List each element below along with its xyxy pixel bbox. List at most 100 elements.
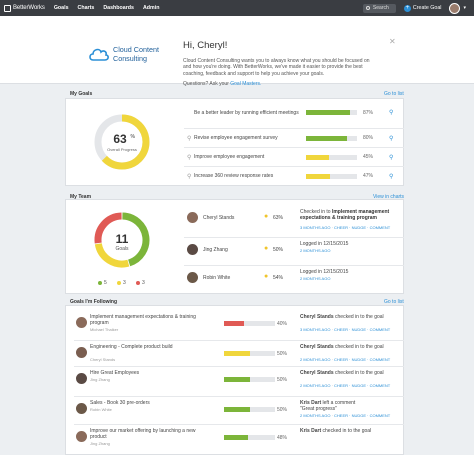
activity-label: Logged in 12/15/2015 <box>300 269 349 275</box>
cheer-nudge-comment-links[interactable]: CHEER · NUDGE · COMMENT <box>334 357 391 362</box>
avatar[interactable] <box>187 244 198 255</box>
overall-progress-ring: 63 % Overall Progress <box>94 114 150 170</box>
overall-label: Overall Progress <box>107 147 137 152</box>
followed-goal-percent: 50% <box>277 407 288 413</box>
team-member-row[interactable]: Robin White ● 54% Logged in 12/15/2015 2 MON… <box>184 265 404 294</box>
team-goal-count: 11 <box>116 232 129 246</box>
goal-owner[interactable]: Jing Zhang <box>90 377 110 382</box>
followed-goal-percent: 48% <box>277 435 288 441</box>
followed-goal-progress-bar <box>224 351 275 356</box>
goal-masters-link[interactable]: Goal Masters. <box>230 81 262 87</box>
goal-percent: 80% <box>363 135 374 141</box>
create-goal-button[interactable]: + Create Goal <box>403 4 442 12</box>
timestamp: 2 MONTHS AGO <box>300 276 331 281</box>
following-go-to-list-link[interactable]: Go to list <box>384 299 404 305</box>
member-name[interactable]: Cheryl Stands <box>203 215 235 221</box>
followed-goal-progress-bar <box>224 435 275 440</box>
goal-title[interactable]: Revise employee engagement survey <box>194 135 278 141</box>
avatar[interactable] <box>187 272 198 283</box>
location-pin-icon[interactable]: ⚲ <box>389 154 394 161</box>
nav-dashboards[interactable]: Dashboards <box>103 5 134 11</box>
followed-goal-title[interactable]: Improve our market offering by launching… <box>90 428 196 441</box>
comment-icon: ⚲ <box>187 154 192 161</box>
top-navbar: BetterWorks Goals Charts Dashboards Admi… <box>0 0 474 16</box>
brand-logo[interactable]: BetterWorks <box>4 4 45 12</box>
avatar[interactable] <box>76 347 87 358</box>
actor-name[interactable]: Kris Dart <box>300 428 322 434</box>
plus-icon: + <box>403 4 411 12</box>
comment-icon: ⚲ <box>187 173 192 180</box>
avatar[interactable] <box>76 403 87 414</box>
view-in-charts-link[interactable]: View in charts <box>373 194 405 200</box>
location-pin-icon[interactable]: ⚲ <box>389 135 394 142</box>
followed-goal-title[interactable]: Sales - Book 30 pre-orders <box>90 400 150 406</box>
avatar[interactable] <box>187 212 198 223</box>
actor-name[interactable]: Kris Dart <box>300 400 322 406</box>
activity-label: checked in to the goal <box>335 314 384 320</box>
avatar[interactable] <box>76 317 87 328</box>
followed-goal-title[interactable]: Hire Great Employees <box>90 370 140 376</box>
member-name[interactable]: Robin White <box>203 275 231 281</box>
avatar[interactable] <box>76 431 87 442</box>
goal-percent: 47% <box>363 173 374 179</box>
location-pin-icon[interactable]: ⚲ <box>389 173 394 180</box>
activity-label: left a comment <box>322 400 356 406</box>
activity-goal[interactable]: Implement management expectations & trai… <box>300 209 390 222</box>
followed-goal-title[interactable]: Engineering - Complete product build <box>90 344 173 350</box>
goal-owner[interactable]: Robin White <box>90 407 112 412</box>
my-team-title: My Team <box>70 194 92 200</box>
cheer-nudge-comment-links[interactable]: CHEER · NUDGE · COMMENT <box>334 327 391 332</box>
followed-goal-row[interactable]: Implement management expectations & trai… <box>74 311 404 339</box>
search-input[interactable]: Search <box>362 3 396 13</box>
team-member-row[interactable]: Jing Zhang ● 50% Logged in 12/15/2015 2 MONT… <box>184 237 404 266</box>
goal-title[interactable]: Improve employee engagement <box>194 154 265 160</box>
chevron-down-icon[interactable]: ▾ <box>463 5 466 11</box>
cheer-nudge-comment-links[interactable]: CHEER · NUDGE · COMMENT <box>334 413 391 418</box>
team-member-row[interactable]: Cheryl Stands ● 63% Checked in to Implement… <box>184 206 404 235</box>
goal-row[interactable]: ⚲ Increase 360 review response rates 47% ⚲ <box>184 166 404 185</box>
nav-charts[interactable]: Charts <box>77 5 95 11</box>
donut-segment <box>94 243 130 268</box>
comment-text: "Great progress" <box>300 406 337 413</box>
goal-owner[interactable]: Michael Thaiker <box>90 327 119 332</box>
team-goal-label: Goals <box>115 246 129 252</box>
nav-goals[interactable]: Goals <box>53 5 69 11</box>
timestamp: 3 MONTHS AGO <box>300 327 331 332</box>
member-name[interactable]: Jing Zhang <box>203 247 228 253</box>
followed-goal-row[interactable]: Engineering - Complete product build Cher… <box>74 340 404 368</box>
cheer-nudge-comment-links[interactable]: CHEER · NUDGE · COMMENT <box>334 225 391 230</box>
actor-name[interactable]: Cheryl Stands <box>300 370 334 376</box>
location-pin-icon[interactable]: ⚲ <box>389 110 394 116</box>
timestamp: 2 MONTHS AGO <box>300 248 331 253</box>
cloud-icon <box>88 47 110 62</box>
activity-meta: 2 MONTHS AGO · CHEER · NUDGE · COMMENT <box>300 383 391 388</box>
lightbulb-icon: ● <box>264 245 269 252</box>
followed-goal-progress-bar <box>224 407 275 412</box>
team-goals-donut: 11 Goals <box>94 212 150 268</box>
cheer-nudge-comment-links[interactable]: CHEER · NUDGE · COMMENT <box>334 383 391 388</box>
goal-row[interactable]: Be a better leader by running efficient … <box>184 103 404 122</box>
actor-name[interactable]: Cheryl Stands <box>300 344 334 350</box>
activity-text: Kris Dart left a comment "Great progress" <box>300 400 404 413</box>
followed-goal-progress-bar <box>224 377 275 382</box>
avatar[interactable] <box>76 373 87 384</box>
goals-go-to-list-link[interactable]: Go to list <box>384 91 404 97</box>
goal-row[interactable]: ⚲ Improve employee engagement 45% ⚲ <box>184 147 404 166</box>
goal-row[interactable]: ⚲ Revise employee engagement survey 80% ⚲ <box>184 128 404 147</box>
goal-owner[interactable]: Cheryl Stands <box>90 357 116 362</box>
comment-icon: ⚲ <box>187 135 192 142</box>
followed-goal-title[interactable]: Implement management expectations & trai… <box>90 314 196 327</box>
actor-name[interactable]: Cheryl Stands <box>300 314 334 320</box>
followed-goal-row[interactable]: Sales - Book 30 pre-orders Robin White 50%… <box>74 396 404 424</box>
nav-admin[interactable]: Admin <box>142 5 160 11</box>
close-icon[interactable]: ✕ <box>389 37 396 46</box>
timestamp: 2 MONTHS AGO <box>300 357 331 362</box>
user-avatar[interactable] <box>449 2 461 14</box>
goal-progress-bar <box>306 154 357 160</box>
goal-title[interactable]: Be a better leader by running efficient … <box>194 109 299 116</box>
followed-goal-row[interactable]: Improve our market offering by launching… <box>74 424 404 452</box>
goal-title[interactable]: Increase 360 review response rates <box>194 173 274 179</box>
followed-goal-row[interactable]: Hire Great Employees Jing Zhang 50% Cheryl … <box>74 366 404 394</box>
activity-meta: 2 MONTHS AGO · CHEER · NUDGE · COMMENT <box>300 357 391 362</box>
goal-owner[interactable]: Jing Zhang <box>90 441 110 446</box>
